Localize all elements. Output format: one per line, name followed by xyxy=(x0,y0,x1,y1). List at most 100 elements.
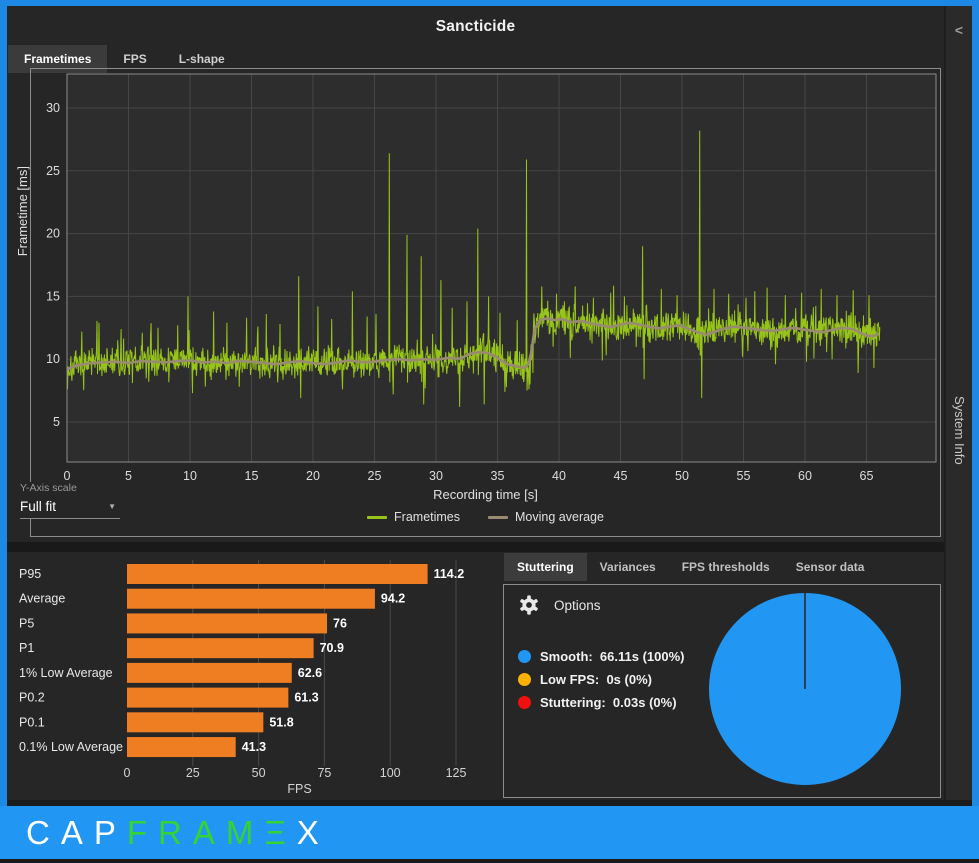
svg-text:10: 10 xyxy=(183,469,197,483)
svg-text:61.3: 61.3 xyxy=(294,691,318,705)
svg-text:15: 15 xyxy=(46,289,60,303)
bar-p5 xyxy=(127,613,328,634)
bar-p0-1 xyxy=(127,712,264,733)
svg-text:P95: P95 xyxy=(19,567,41,581)
bar-p95 xyxy=(127,564,428,584)
bar-p1 xyxy=(127,638,314,659)
logo-segment: CAP xyxy=(26,814,127,851)
svg-text:94.2: 94.2 xyxy=(381,592,405,606)
legend-frametimes-label: Frametimes xyxy=(394,510,461,524)
svg-text:25: 25 xyxy=(368,469,382,483)
svg-text:10: 10 xyxy=(46,352,60,366)
system-info-strip: < System Info xyxy=(944,6,972,800)
stuttering-panel: Options Smooth: 66.11s (100%) Low FPS: 0s… xyxy=(503,584,941,798)
section-divider xyxy=(7,542,944,552)
legend-dot-icon xyxy=(518,696,531,709)
frametime-legend: Frametimes Moving average xyxy=(31,510,940,524)
legend-moving-average-label: Moving average xyxy=(515,510,604,524)
svg-text:30: 30 xyxy=(429,469,443,483)
svg-text:50: 50 xyxy=(675,469,689,483)
svg-text:55: 55 xyxy=(737,469,751,483)
pie-legend-item-smooth: Smooth: 66.11s (100%) xyxy=(518,649,685,664)
chevron-down-icon: ▼ xyxy=(108,502,116,511)
pie-legend-text: Stuttering: 0.03s (0%) xyxy=(540,695,677,710)
tab-stuttering[interactable]: Stuttering xyxy=(504,553,587,581)
tab-sensor-data[interactable]: Sensor data xyxy=(795,560,865,574)
bar-0-1-low-average xyxy=(127,737,236,758)
pie-legend: Smooth: 66.11s (100%) Low FPS: 0s (0%) Stu… xyxy=(518,649,685,718)
window-border-left xyxy=(0,0,7,859)
system-info-label[interactable]: System Info xyxy=(952,396,967,465)
svg-text:0.1% Low Average: 0.1% Low Average xyxy=(19,740,123,754)
svg-text:35: 35 xyxy=(491,469,505,483)
y-axis-scale-label: Y-Axis scale xyxy=(20,482,77,494)
svg-text:30: 30 xyxy=(46,101,60,115)
capframex-logo: CAPFRAMΞX xyxy=(26,806,330,859)
svg-text:65: 65 xyxy=(860,469,874,483)
frametime-chart-panel: 0 5 10 15 20 25 30 35 40 45 50 55 60 65 5 10 15 20 25 30 Re… xyxy=(30,68,941,537)
pie-legend-item-low-fps: Low FPS: 0s (0%) xyxy=(518,672,685,687)
legend-dot-icon xyxy=(518,673,531,686)
svg-text:40: 40 xyxy=(552,469,566,483)
tab-fps[interactable]: FPS xyxy=(123,52,147,66)
stuttering-pie-chart xyxy=(709,593,901,785)
y-axis-scale-control: Y-Axis scale Full fit ▼ xyxy=(20,482,120,519)
window-content: Sancticide Frametimes FPS L-shape 0 5 10 15 20… xyxy=(7,6,972,806)
window-border-bottom xyxy=(0,859,979,863)
svg-text:76: 76 xyxy=(333,616,347,630)
y-axis-title: Frametime [ms] xyxy=(15,166,30,257)
tab-l-shape[interactable]: L-shape xyxy=(178,52,225,66)
legend-dot-icon xyxy=(518,650,531,663)
svg-text:FPS: FPS xyxy=(287,782,311,796)
svg-text:25: 25 xyxy=(186,766,200,780)
svg-text:25: 25 xyxy=(46,164,60,178)
svg-text:62.6: 62.6 xyxy=(298,666,322,680)
svg-text:0: 0 xyxy=(124,766,131,780)
svg-text:P5: P5 xyxy=(19,616,34,630)
frametimes-swatch xyxy=(367,515,388,519)
options-row[interactable]: Options xyxy=(518,594,601,616)
svg-text:51.8: 51.8 xyxy=(269,715,293,729)
svg-text:70.9: 70.9 xyxy=(320,641,344,655)
bar-average xyxy=(127,588,375,609)
analysis-tabs: Stuttering Variances FPS thresholds Sensor … xyxy=(504,553,877,581)
svg-text:60: 60 xyxy=(798,469,812,483)
svg-text:P0.2: P0.2 xyxy=(19,691,45,705)
svg-text:5: 5 xyxy=(53,415,60,429)
y-axis-scale-value: Full fit xyxy=(20,499,57,514)
logo-bar: CAPFRAMΞX xyxy=(0,806,979,859)
svg-text:114.2: 114.2 xyxy=(434,567,465,581)
legend-frametimes: Frametimes xyxy=(367,510,460,524)
svg-text:Average: Average xyxy=(19,592,65,606)
svg-text:41.3: 41.3 xyxy=(242,740,266,754)
bar-1-low-average xyxy=(127,662,292,683)
collapse-chevron-icon[interactable]: < xyxy=(954,22,964,38)
moving-average-swatch xyxy=(488,515,509,519)
svg-text:20: 20 xyxy=(306,469,320,483)
svg-text:P0.1: P0.1 xyxy=(19,715,45,729)
main-area: Sancticide Frametimes FPS L-shape 0 5 10 15 20… xyxy=(7,6,944,800)
page-title: Sancticide xyxy=(435,18,516,35)
footer-gap xyxy=(7,800,972,806)
svg-text:100: 100 xyxy=(380,766,401,780)
svg-text:1% Low Average: 1% Low Average xyxy=(19,666,113,680)
tab-fps-thresholds[interactable]: FPS thresholds xyxy=(681,560,770,574)
svg-text:75: 75 xyxy=(317,766,331,780)
logo-segment: FRAMΞ xyxy=(126,814,297,851)
window-border-right xyxy=(972,0,979,859)
tab-variances[interactable]: Variances xyxy=(599,560,656,574)
svg-text:45: 45 xyxy=(614,469,628,483)
frametime-chart[interactable]: 0 5 10 15 20 25 30 35 40 45 50 55 60 65 5 10 15 20 25 30 xyxy=(31,69,940,536)
pie-legend-item-stuttering: Stuttering: 0.03s (0%) xyxy=(518,695,685,710)
logo-segment: X xyxy=(296,814,330,851)
legend-moving-average: Moving average xyxy=(488,510,604,524)
svg-text:P1: P1 xyxy=(19,641,34,655)
y-axis-scale-dropdown[interactable]: Full fit ▼ xyxy=(20,499,120,519)
svg-text:125: 125 xyxy=(446,766,467,780)
svg-text:5: 5 xyxy=(125,469,132,483)
svg-text:20: 20 xyxy=(46,227,60,241)
fps-percentile-bar-chart[interactable]: P95 114.2 Average 94.2 P5 76 P1 70.9 1% Low Aver… xyxy=(15,554,497,800)
window-border-top xyxy=(0,0,979,6)
svg-text:50: 50 xyxy=(252,766,266,780)
